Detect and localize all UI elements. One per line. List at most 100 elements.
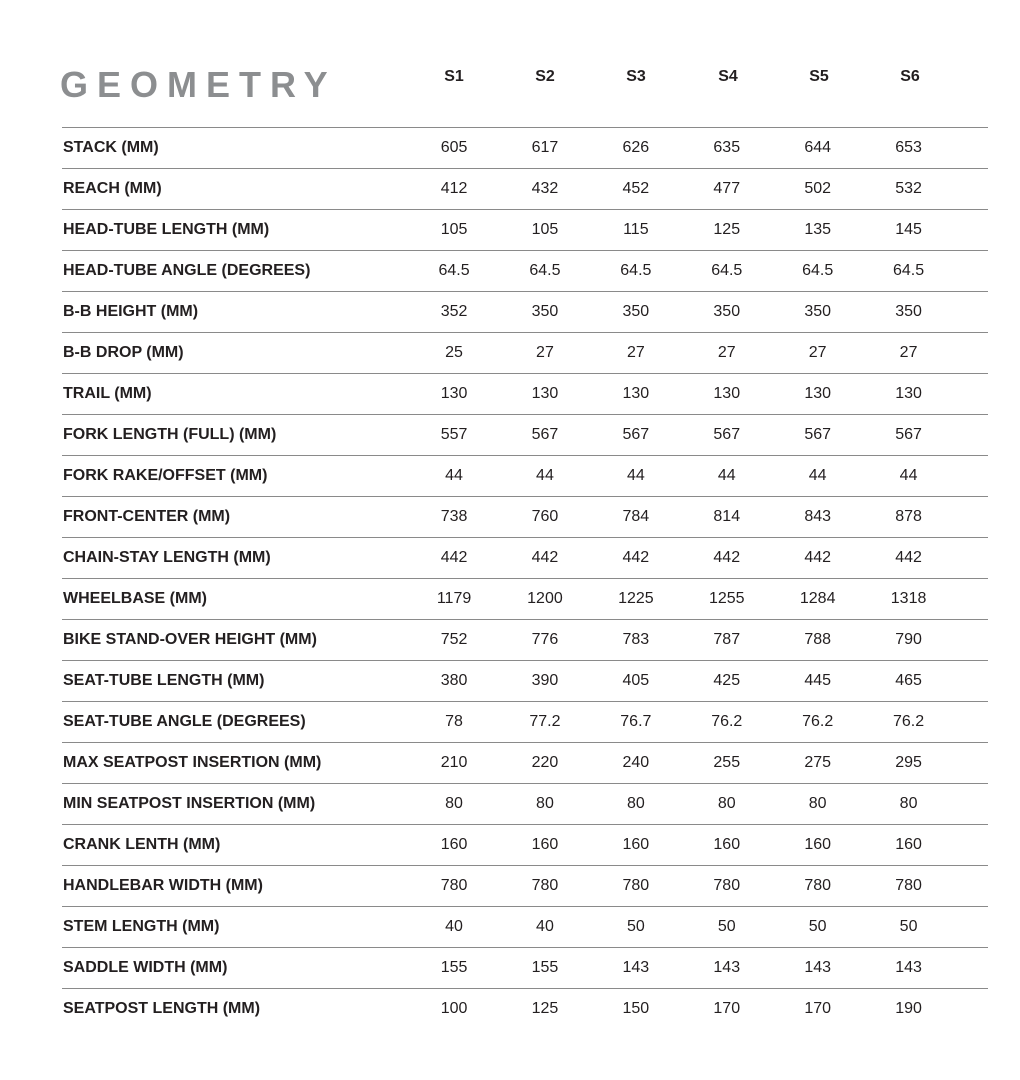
row-label: SEATPOST LENGTH (MM) (62, 988, 409, 1029)
cell-value: 1318 (863, 578, 955, 620)
cell-value: 210 (408, 742, 500, 784)
cell-value: 738 (408, 496, 500, 538)
cell-value: 130 (590, 373, 682, 415)
spacer (954, 414, 988, 456)
row-label: HEAD-TUBE LENGTH (MM) (62, 209, 409, 251)
cell-value: 50 (863, 906, 955, 948)
cell-value: 64.5 (499, 250, 591, 292)
cell-value: 160 (863, 824, 955, 866)
cell-value: 76.2 (681, 701, 773, 743)
cell-value: 1225 (590, 578, 682, 620)
cell-value: 77.2 (499, 701, 591, 743)
cell-value: 115 (590, 209, 682, 251)
table-row: STEM LENGTH (MM) 40 40 50 50 50 50 (62, 906, 988, 948)
row-label: B-B DROP (MM) (62, 332, 409, 374)
cell-value: 190 (863, 988, 955, 1029)
cell-value: 76.2 (772, 701, 864, 743)
cell-value: 50 (590, 906, 682, 948)
table-row: REACH (MM) 412 432 452 477 502 532 (62, 168, 988, 210)
table-row: BIKE STAND-OVER HEIGHT (MM) 752 776 783 787 7… (62, 619, 988, 661)
table-row: HEAD-TUBE LENGTH (MM) 105 105 115 125 135 145 (62, 209, 988, 251)
cell-value: 160 (408, 824, 500, 866)
cell-value: 567 (590, 414, 682, 456)
cell-value: 788 (772, 619, 864, 661)
cell-value: 27 (681, 332, 773, 374)
cell-value: 557 (408, 414, 500, 456)
cell-value: 130 (408, 373, 500, 415)
spacer (954, 373, 988, 415)
cell-value: 390 (499, 660, 591, 702)
row-label: CRANK LENTH (MM) (62, 824, 409, 866)
cell-value: 80 (772, 783, 864, 825)
row-label: FRONT-CENTER (MM) (62, 496, 409, 538)
row-label: BIKE STAND-OVER HEIGHT (MM) (62, 619, 409, 661)
cell-value: 155 (408, 947, 500, 989)
row-label: STACK (MM) (62, 127, 409, 169)
cell-value: 442 (863, 537, 955, 579)
cell-value: 220 (499, 742, 591, 784)
cell-value: 27 (499, 332, 591, 374)
table-row: FORK RAKE/OFFSET (MM) 44 44 44 44 44 44 (62, 455, 988, 497)
size-header-s6: S6 (900, 68, 920, 85)
cell-value: 27 (772, 332, 864, 374)
size-header-s5: S5 (809, 68, 829, 85)
table-row: TRAIL (MM) 130 130 130 130 130 130 (62, 373, 988, 415)
cell-value: 790 (863, 619, 955, 661)
spacer (954, 496, 988, 538)
table-row: SADDLE WIDTH (MM) 155 155 143 143 143 143 (62, 947, 988, 989)
cell-value: 50 (681, 906, 773, 948)
cell-value: 150 (590, 988, 682, 1029)
spacer (954, 824, 988, 866)
cell-value: 780 (590, 865, 682, 907)
cell-value: 442 (408, 537, 500, 579)
row-label: MIN SEATPOST INSERTION (MM) (62, 783, 409, 825)
cell-value: 644 (772, 127, 864, 169)
cell-value: 125 (499, 988, 591, 1029)
cell-value: 532 (863, 168, 955, 210)
cell-value: 143 (772, 947, 864, 989)
cell-value: 160 (772, 824, 864, 866)
cell-value: 1200 (499, 578, 591, 620)
table-row: WHEELBASE (MM) 1179 1200 1225 1255 1284 1318 (62, 578, 988, 620)
table-row: B-B HEIGHT (MM) 352 350 350 350 350 350 (62, 291, 988, 333)
cell-value: 1284 (772, 578, 864, 620)
cell-value: 752 (408, 619, 500, 661)
cell-value: 653 (863, 127, 955, 169)
size-header-s3: S3 (626, 68, 646, 85)
spacer (954, 988, 988, 1029)
cell-value: 170 (681, 988, 773, 1029)
spacer (954, 619, 988, 661)
cell-value: 27 (590, 332, 682, 374)
cell-value: 44 (590, 455, 682, 497)
cell-value: 465 (863, 660, 955, 702)
cell-value: 27 (863, 332, 955, 374)
cell-value: 352 (408, 291, 500, 333)
cell-value: 878 (863, 496, 955, 538)
table-row: HANDLEBAR WIDTH (MM) 780 780 780 780 780 780 (62, 865, 988, 907)
spacer (954, 701, 988, 743)
cell-value: 125 (681, 209, 773, 251)
cell-value: 442 (681, 537, 773, 579)
cell-value: 814 (681, 496, 773, 538)
cell-value: 477 (681, 168, 773, 210)
cell-value: 40 (408, 906, 500, 948)
cell-value: 405 (590, 660, 682, 702)
cell-value: 130 (499, 373, 591, 415)
spacer (954, 168, 988, 210)
spacer (954, 250, 988, 292)
spacer (954, 332, 988, 374)
cell-value: 100 (408, 988, 500, 1029)
spacer (954, 947, 988, 989)
table-row: FRONT-CENTER (MM) 738 760 784 814 843 878 (62, 496, 988, 538)
row-label: HANDLEBAR WIDTH (MM) (62, 865, 409, 907)
cell-value: 145 (863, 209, 955, 251)
cell-value: 105 (499, 209, 591, 251)
cell-value: 50 (772, 906, 864, 948)
cell-value: 80 (681, 783, 773, 825)
cell-value: 44 (863, 455, 955, 497)
cell-value: 64.5 (863, 250, 955, 292)
spacer (954, 660, 988, 702)
cell-value: 432 (499, 168, 591, 210)
cell-value: 40 (499, 906, 591, 948)
cell-value: 255 (681, 742, 773, 784)
